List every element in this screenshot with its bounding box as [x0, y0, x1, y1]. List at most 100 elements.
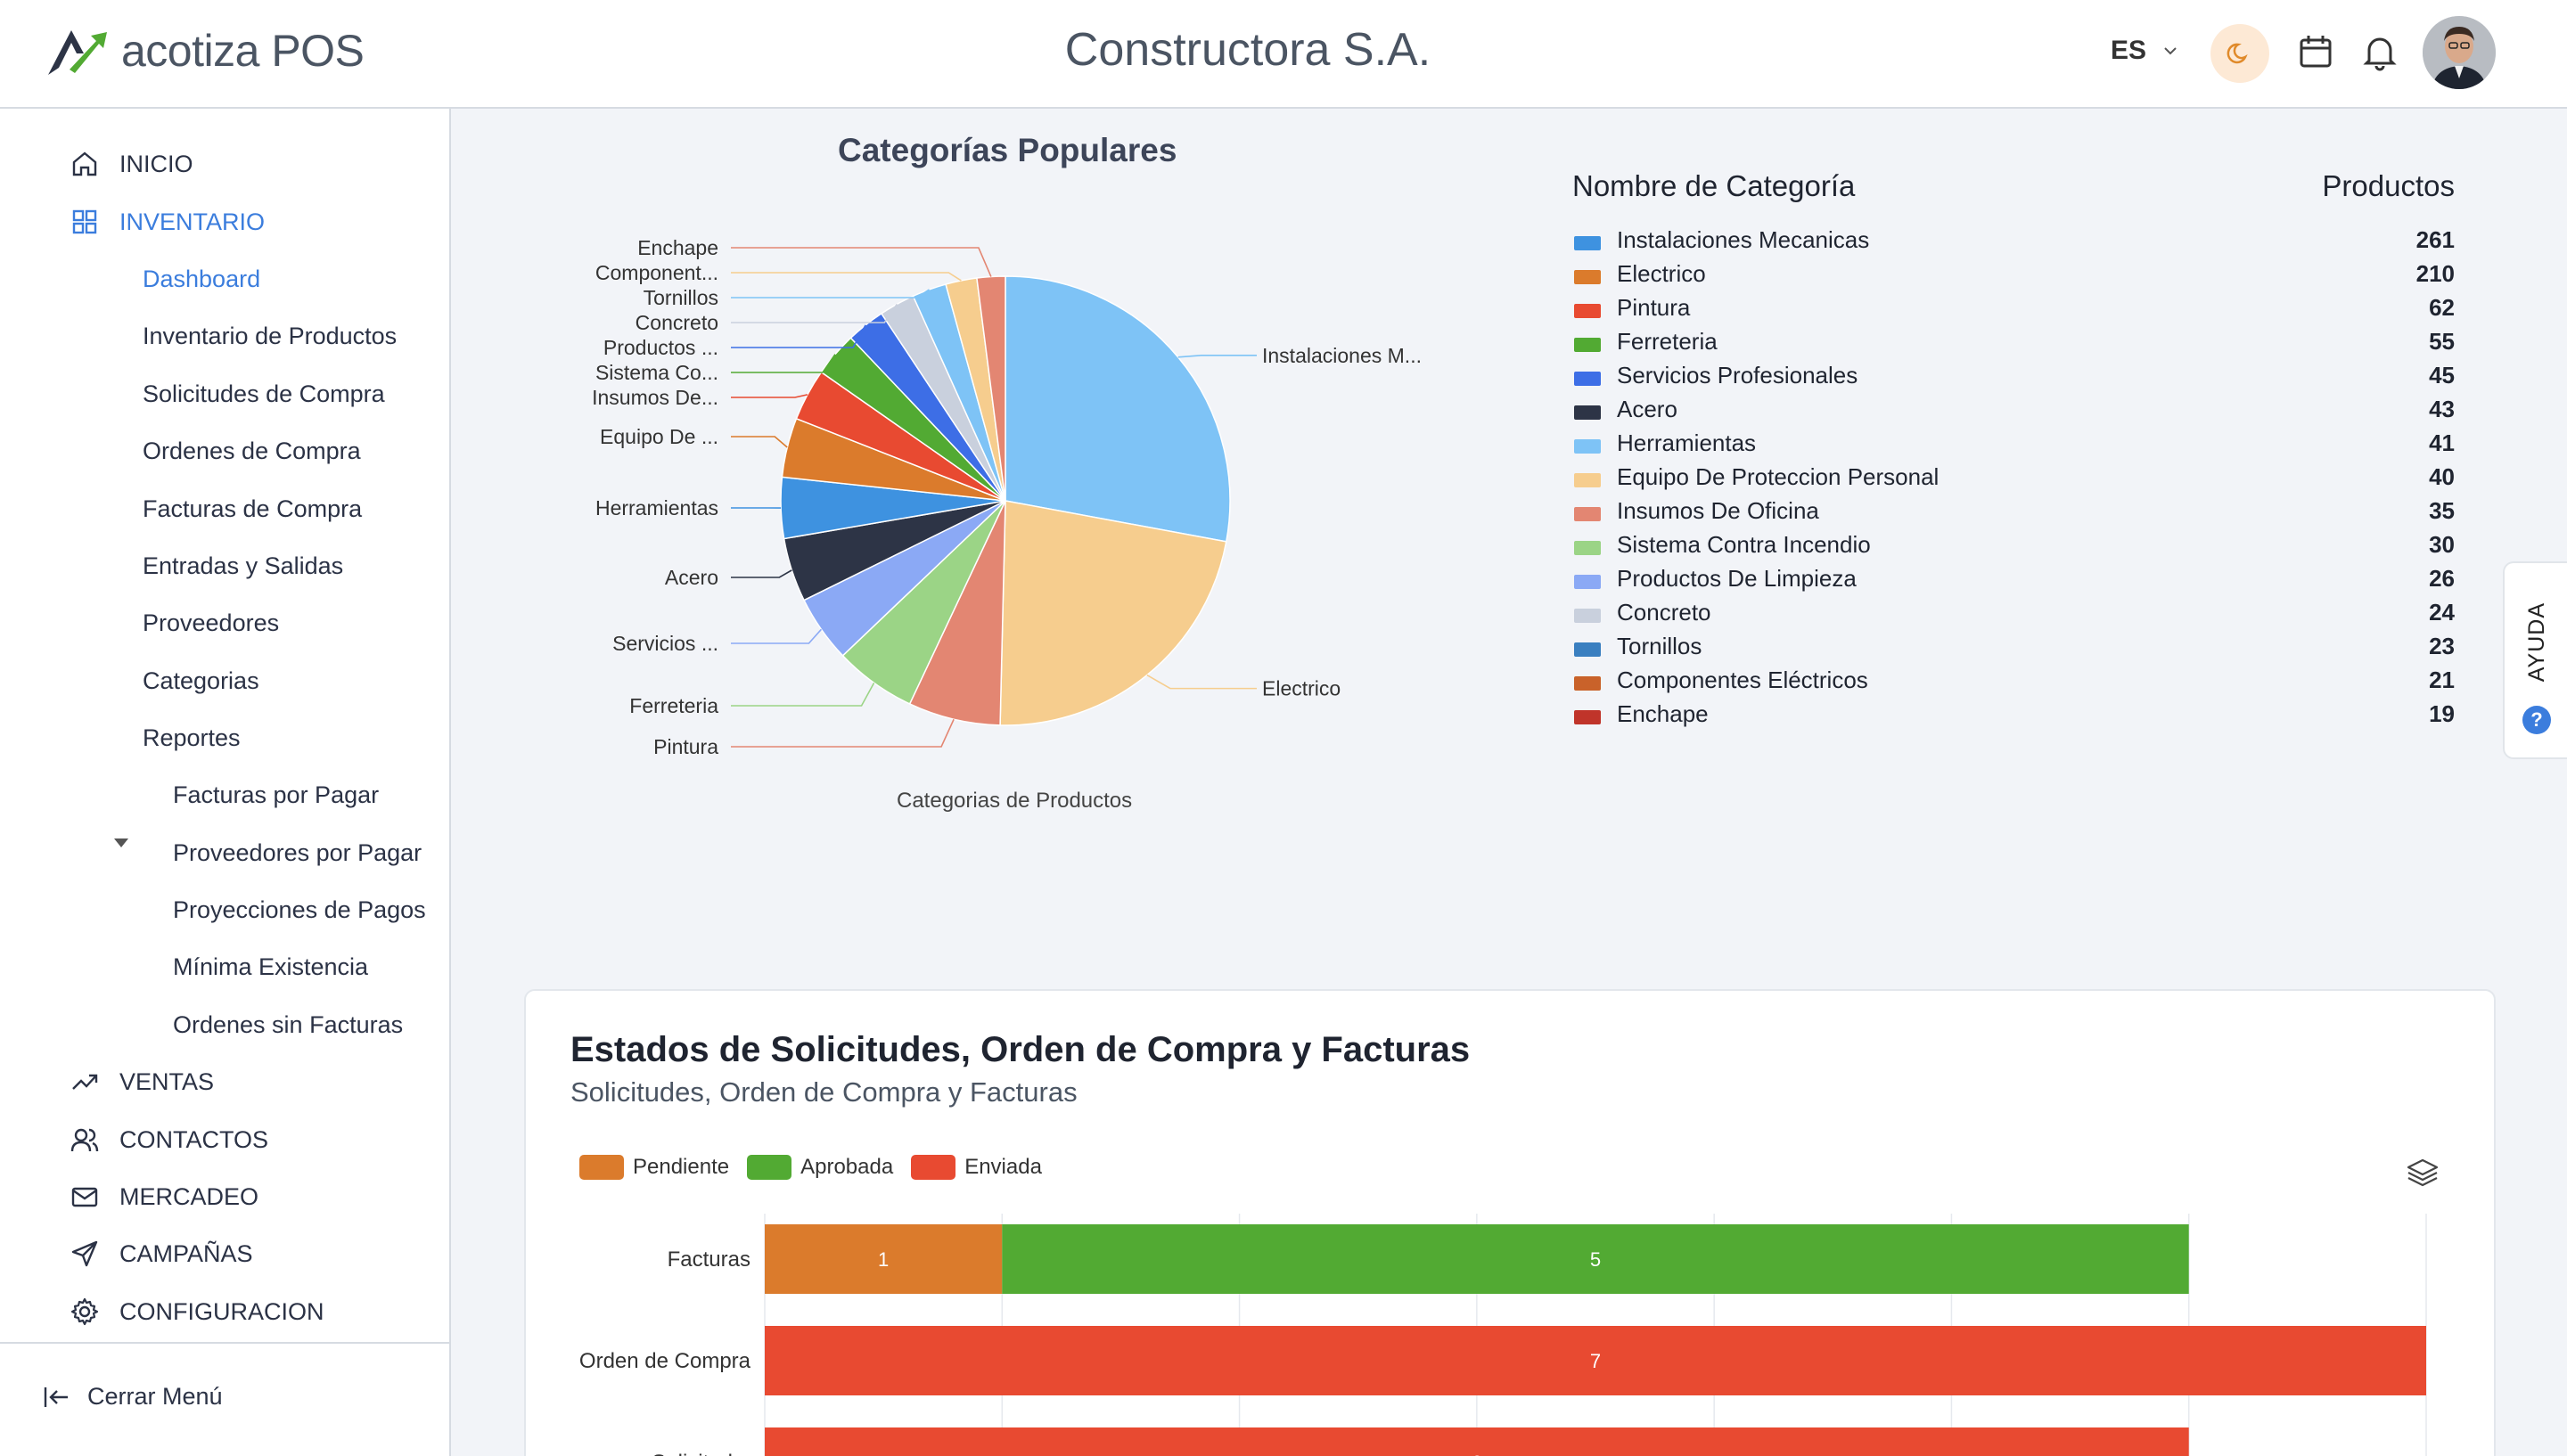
sidebar-item-label: INVENTARIO: [119, 208, 266, 235]
category-name: Enchape: [1617, 700, 1709, 727]
pie-chart: Instalaciones M... Electrico Pintura Ferret…: [592, 236, 1422, 758]
category-count: 40: [2429, 463, 2455, 490]
legend-swatch: [579, 1155, 624, 1180]
legend-swatch: [1574, 609, 1601, 623]
table-row: Concreto 24: [1572, 599, 2455, 633]
legend-item-enviada[interactable]: Enviada: [911, 1155, 1042, 1180]
pie-label-ferreteria: Ferreteria: [629, 694, 718, 717]
calendar-button[interactable]: [2296, 32, 2335, 71]
sidebar-item-proyecciones-pagos[interactable]: Proyecciones de Pagos: [173, 896, 426, 923]
pie-label-instalaciones-mecanicas: Instalaciones M...: [1262, 344, 1422, 367]
pie-chart-caption: Categorias de Productos: [897, 789, 1133, 813]
bar-value-label: 5: [1590, 1248, 1601, 1271]
pie-label-electrico: Electrico: [1262, 677, 1341, 700]
pie-chart-title: Categorías Populares: [838, 132, 1177, 168]
pie-label-componentes-electricos: Component...: [595, 261, 718, 284]
sidebar-item-contactos[interactable]: CONTACTOS: [70, 1125, 268, 1155]
bar-enviada-orden-de-compra[interactable]: [765, 1326, 2426, 1395]
sidebar-item-solicitudes-compra[interactable]: Solicitudes de Compra: [143, 380, 385, 407]
app-name: acotiza POS: [121, 26, 365, 76]
calendar-icon: [2300, 36, 2332, 68]
sidebar-item-ordenes-sin-facturas[interactable]: Ordenes sin Facturas: [173, 1011, 404, 1038]
sidebar-item-ordenes-compra[interactable]: Ordenes de Compra: [143, 438, 361, 464]
bar-category-label: Orden de Compra: [579, 1349, 751, 1373]
table-row: Componentes Eléctricos 21: [1572, 667, 2455, 700]
sidebar-item-inicio[interactable]: INICIO: [70, 149, 193, 179]
sidebar-item-ventas[interactable]: VENTAS: [70, 1067, 214, 1097]
moon-icon: [2227, 43, 2248, 64]
legend-swatch: [1574, 507, 1601, 521]
caret-down-icon[interactable]: [114, 838, 128, 847]
table-header-name: Nombre de Categoría: [1572, 169, 1856, 202]
pie-leader-line: [731, 272, 962, 282]
collapse-menu-button[interactable]: Cerrar Menú: [43, 1383, 223, 1411]
category-name: Electrico: [1617, 260, 1706, 287]
category-name: Servicios Profesionales: [1617, 362, 1858, 389]
pie-label-herramientas: Herramientas: [595, 496, 718, 519]
category-name: Equipo De Proteccion Personal: [1617, 463, 1940, 490]
user-photo: [2423, 16, 2496, 89]
layers-icon[interactable]: [2405, 1155, 2440, 1190]
bell-icon: [2363, 37, 2397, 71]
sidebar-item-categorias[interactable]: Categorias: [143, 667, 259, 694]
pie-label-tornillos: Tornillos: [644, 286, 718, 309]
language-selector[interactable]: ES: [2111, 36, 2178, 66]
bar-chart-legend: Pendiente Aprobada Enviada: [579, 1155, 1044, 1180]
legend-swatch: [1574, 575, 1601, 589]
bar-aprobada-facturas[interactable]: [1002, 1224, 2189, 1294]
avatar[interactable]: [2423, 16, 2496, 89]
category-name: Concreto: [1617, 599, 1711, 626]
pie-leader-line: [731, 289, 930, 299]
category-count: 23: [2429, 633, 2455, 659]
sidebar-item-facturas-compra[interactable]: Facturas de Compra: [143, 495, 363, 522]
category-name: Sistema Contra Incendio: [1617, 531, 1871, 558]
category-count: 45: [2429, 362, 2455, 389]
sidebar-item-inventario[interactable]: INVENTARIO: [70, 207, 265, 237]
app-logo[interactable]: acotiza POS: [45, 23, 365, 78]
sidebar-item-proveedores[interactable]: Proveedores: [143, 609, 280, 636]
sidebar-divider: [0, 1342, 451, 1344]
help-tab[interactable]: AYUDA ?: [2503, 561, 2567, 759]
sidebar-item-label: CONFIGURACION: [119, 1297, 324, 1325]
legend-swatch: [1574, 676, 1601, 691]
notifications-button[interactable]: [2360, 32, 2399, 71]
pie-slice-instalaciones-mecanicas[interactable]: [1005, 275, 1231, 543]
legend-item-pendiente[interactable]: Pendiente: [579, 1155, 729, 1180]
sidebar-item-dashboard[interactable]: Dashboard: [143, 266, 261, 292]
sidebar-item-facturas-por-pagar[interactable]: Facturas por Pagar: [173, 781, 380, 808]
bar-category-label: Facturas: [668, 1247, 750, 1272]
sidebar-item-minima-existencia[interactable]: Mínima Existencia: [173, 953, 369, 980]
table-row: Acero 43: [1572, 396, 2455, 429]
pie-leader-line: [731, 436, 788, 448]
collapse-left-icon: [44, 1386, 68, 1407]
category-name: Componentes Eléctricos: [1617, 667, 1868, 693]
category-count: 43: [2429, 396, 2455, 422]
sidebar-item-inventario-productos[interactable]: Inventario de Productos: [143, 323, 398, 349]
theme-toggle-button[interactable]: [2210, 24, 2269, 83]
bar-enviada-solicitud[interactable]: [765, 1427, 2189, 1456]
bar-value-label: 6: [1472, 1452, 1482, 1456]
send-icon: [70, 1239, 100, 1269]
pie-leader-line: [731, 718, 955, 748]
sidebar-item-entradas-salidas[interactable]: Entradas y Salidas: [143, 552, 344, 579]
sidebar-item-campanas[interactable]: CAMPAÑAS: [70, 1239, 253, 1269]
category-count: 26: [2429, 565, 2455, 592]
sidebar-item-reportes[interactable]: Reportes: [143, 724, 241, 751]
table-row: Pintura 62: [1572, 294, 2455, 328]
sidebar-item-mercadeo[interactable]: MERCADEO: [70, 1182, 258, 1212]
legend-item-aprobada[interactable]: Aprobada: [747, 1155, 893, 1180]
legend-label: Aprobada: [800, 1155, 894, 1179]
help-label: AYUDA: [2524, 602, 2549, 683]
sidebar-item-proveedores-por-pagar[interactable]: Proveedores por Pagar: [173, 839, 422, 866]
pie-label-insumos-de-oficina: Insumos De...: [592, 386, 718, 409]
gear-icon: [70, 1296, 100, 1327]
legend-swatch: [747, 1155, 792, 1180]
sidebar: INICIO INVENTARIO Dashboard Inventario d…: [0, 109, 451, 1456]
pie-leader-line: [731, 324, 866, 348]
bar-category-label: Solicitud...: [652, 1451, 750, 1456]
sidebar-item-configuracion[interactable]: CONFIGURACION: [70, 1296, 324, 1327]
category-count: 62: [2429, 294, 2455, 321]
bar-pendiente-facturas[interactable]: [765, 1224, 1003, 1294]
pie-slice-electrico[interactable]: [999, 500, 1227, 726]
pie-label-enchape: Enchape: [637, 236, 718, 259]
